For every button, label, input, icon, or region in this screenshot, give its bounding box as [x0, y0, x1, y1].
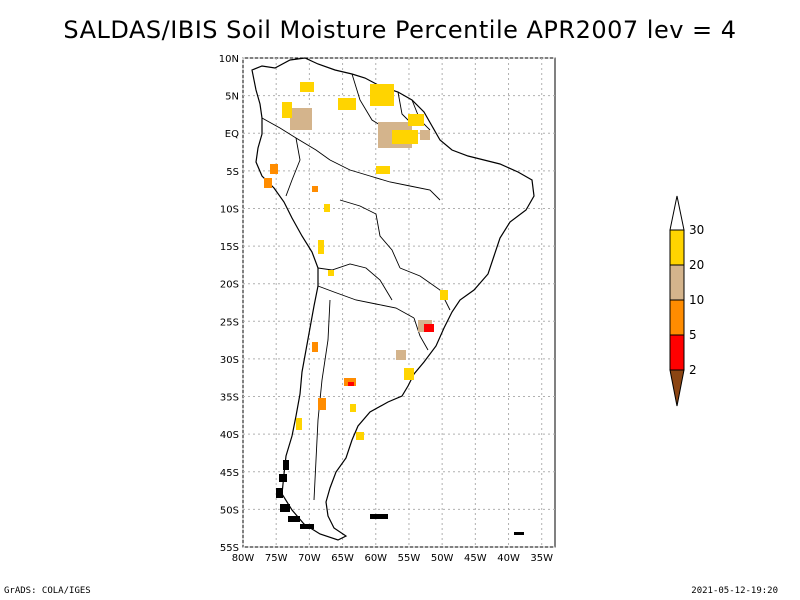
colorbar: 30 20 10 5 2	[669, 195, 704, 407]
lat-label-5n: 5N	[225, 92, 239, 103]
lon-label-65w: 65W	[331, 553, 354, 564]
lon-label-35w: 35W	[530, 553, 553, 564]
lat-label-10n: 10N	[219, 54, 239, 65]
colorbar-label-5: 5	[689, 328, 697, 342]
coastal-islands	[276, 460, 524, 535]
colorbar-top-arrow	[669, 195, 685, 231]
lat-label-40s: 40S	[220, 430, 239, 441]
lon-label-40w: 40W	[497, 553, 520, 564]
lon-label-80w: 80W	[232, 553, 255, 564]
country-borders	[261, 73, 451, 501]
longitude-labels: 80W 75W 70W 65W 60W 55W 50W 45W 40W 35W	[232, 553, 553, 564]
lat-label-45s: 45S	[220, 468, 239, 479]
lat-label-35s: 35S	[220, 393, 239, 404]
colorbar-label-2: 2	[689, 363, 697, 377]
latitude-labels: 10N 5N EQ 5S 10S 15S 20S 25S 30S 35S 40S 45S 50S 55S	[219, 54, 239, 554]
lat-label-20s: 20S	[220, 280, 239, 291]
colorbar-label-20: 20	[689, 258, 704, 272]
footer-timestamp: 2021-05-12-19:20	[691, 586, 778, 596]
lat-label-10s: 10S	[220, 204, 239, 215]
colorbar-label-30: 30	[689, 223, 704, 237]
footer-credit: GrADS: COLA/IGES	[4, 586, 91, 596]
lat-label-55s: 55S	[220, 543, 239, 554]
percentile-shading	[264, 82, 448, 440]
lon-label-55w: 55W	[398, 553, 421, 564]
lon-label-70w: 70W	[298, 553, 321, 564]
lat-label-50s: 50S	[220, 505, 239, 516]
lat-label-5s: 5S	[226, 167, 239, 178]
colorbar-band-5-10	[669, 299, 685, 336]
map-title: SALDAS/IBIS Soil Moisture Percentile APR…	[63, 16, 737, 44]
lat-label-15s: 15S	[220, 242, 239, 253]
lon-label-50w: 50W	[431, 553, 454, 564]
colorbar-bottom-arrow	[669, 369, 685, 407]
colorbar-band-10-20	[669, 264, 685, 301]
colorbar-label-10: 10	[689, 293, 704, 307]
lon-label-75w: 75W	[265, 553, 288, 564]
lon-label-60w: 60W	[364, 553, 387, 564]
lat-label-25s: 25S	[220, 317, 239, 328]
colorbar-band-2-5	[669, 334, 685, 371]
colorbar-band-20-30	[669, 229, 685, 266]
lat-label-30s: 30S	[220, 355, 239, 366]
south-america-outline	[251, 57, 535, 541]
lon-label-45w: 45W	[464, 553, 487, 564]
lat-label-eq: EQ	[225, 129, 239, 140]
